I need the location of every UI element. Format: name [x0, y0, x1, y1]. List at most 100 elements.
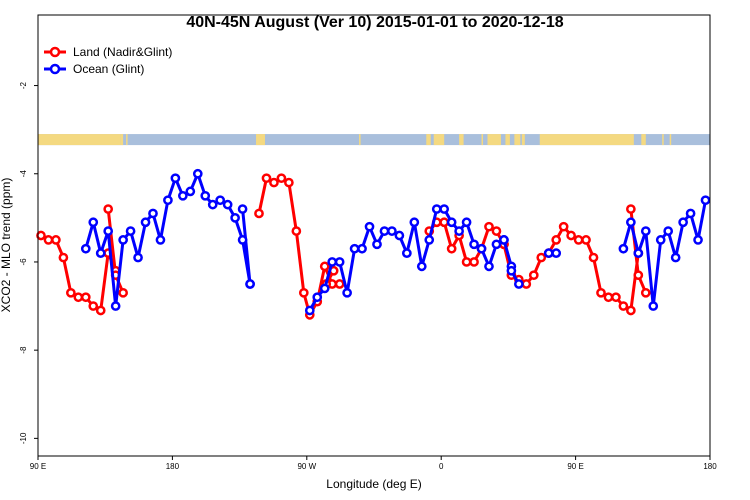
data-point-ocean — [551, 248, 562, 258]
data-point-ocean — [334, 257, 345, 267]
data-point-land — [118, 287, 128, 298]
data-point-ocean — [237, 204, 248, 214]
data-point-land — [536, 252, 547, 263]
chart-title: 40N-45N August (Ver 10) 2015-01-01 to 20… — [186, 14, 563, 31]
data-point-ocean — [491, 239, 502, 250]
data-point-land — [95, 305, 106, 316]
data-point-ocean — [469, 239, 479, 250]
data-point-ocean — [95, 248, 106, 258]
data-point-ocean — [185, 186, 196, 197]
data-point-ocean — [349, 243, 360, 254]
band-land-segment — [521, 134, 525, 146]
series-ocean — [80, 168, 711, 316]
land-ocean-band — [38, 134, 710, 146]
data-point-land — [36, 230, 46, 241]
data-point-land — [43, 235, 54, 245]
data-point-land — [319, 261, 330, 272]
data-point-ocean — [163, 195, 173, 206]
data-point-land — [551, 235, 562, 245]
data-point-land — [276, 173, 287, 184]
data-point-land — [284, 177, 294, 188]
data-point-ocean — [237, 235, 248, 245]
data-point-ocean — [155, 235, 166, 245]
band-land-segment — [120, 134, 124, 146]
data-point-land — [269, 177, 279, 188]
data-point-ocean — [364, 221, 375, 232]
data-point-ocean — [402, 248, 412, 258]
data-point-land — [461, 257, 472, 267]
y-tick-label: -2 — [19, 81, 28, 89]
band-land-segment — [38, 134, 121, 146]
data-point-land — [334, 279, 345, 289]
y-tick-label: -6 — [19, 258, 28, 266]
data-point-ocean — [379, 226, 390, 236]
data-point-ocean — [663, 226, 674, 236]
data-point-ocean — [670, 252, 681, 263]
data-point-ocean — [446, 217, 457, 228]
data-point-ocean — [304, 305, 315, 316]
data-point-land — [491, 226, 502, 236]
data-point-ocean — [110, 301, 121, 311]
x-tick-label: 180 — [703, 462, 717, 471]
data-point-ocean — [626, 217, 636, 228]
data-point-ocean — [461, 217, 472, 228]
data-point-ocean — [118, 235, 128, 245]
data-point-ocean — [618, 243, 629, 254]
legend-item-land: Land (Nadir&Glint) — [44, 45, 172, 59]
data-point-ocean — [103, 226, 114, 236]
legend-item-ocean: Ocean (Glint) — [44, 62, 144, 76]
data-point-ocean — [327, 257, 338, 267]
axes: 90 E 180 90 W 0 90 E 180 -2 -4 -6 -8 -10 — [19, 81, 717, 471]
band-land-segment — [662, 134, 664, 146]
data-point-land — [291, 226, 302, 236]
data-point-ocean — [207, 199, 218, 210]
data-point-land — [558, 221, 569, 232]
data-point-ocean — [230, 213, 240, 223]
data-point-ocean — [543, 248, 554, 258]
band-ocean — [38, 134, 710, 146]
band-land-segment — [256, 134, 265, 146]
data-point-ocean — [215, 195, 226, 206]
y-tick-label: -10 — [19, 432, 28, 444]
data-point-ocean — [685, 208, 696, 219]
data-point-ocean — [394, 230, 405, 241]
data-point-ocean — [372, 239, 382, 250]
data-point-ocean — [648, 301, 659, 311]
data-point-ocean — [454, 226, 464, 236]
band-land-segment — [514, 134, 521, 146]
series-line-ocean — [241, 208, 252, 285]
data-point-ocean — [192, 168, 203, 179]
data-point-land — [261, 173, 272, 184]
data-point-ocean — [424, 235, 435, 245]
data-point-land — [573, 235, 584, 245]
data-point-ocean — [439, 204, 450, 214]
data-point-ocean — [416, 261, 427, 272]
data-point-land — [618, 301, 629, 311]
data-point-ocean — [640, 226, 651, 236]
data-point-ocean — [80, 243, 91, 254]
x-axis-label: Longitude (deg E) — [326, 477, 421, 491]
data-point-ocean — [514, 279, 524, 289]
x-tick-label: 90 E — [567, 462, 583, 471]
data-point-ocean — [693, 235, 703, 245]
data-point-land — [80, 292, 91, 303]
plot-frame — [37, 14, 711, 457]
band-land-segment — [459, 134, 464, 146]
data-point-ocean — [655, 235, 666, 245]
data-point-land — [566, 230, 576, 241]
legend-label-land: Land (Nadir&Glint) — [73, 45, 172, 59]
data-point-land — [88, 301, 99, 311]
data-point-ocean — [700, 195, 711, 206]
data-point-ocean — [342, 287, 352, 298]
band-land-segment — [669, 134, 672, 146]
x-tick-label: 90 W — [297, 462, 316, 471]
data-point-land — [439, 217, 450, 228]
data-point-ocean — [431, 204, 442, 214]
band-land-segment — [539, 134, 634, 146]
band-land-segment — [426, 134, 431, 146]
data-point-ocean — [409, 217, 420, 228]
data-point-ocean — [319, 283, 330, 294]
y-tick-label: -4 — [19, 170, 28, 178]
data-point-ocean — [387, 226, 397, 236]
